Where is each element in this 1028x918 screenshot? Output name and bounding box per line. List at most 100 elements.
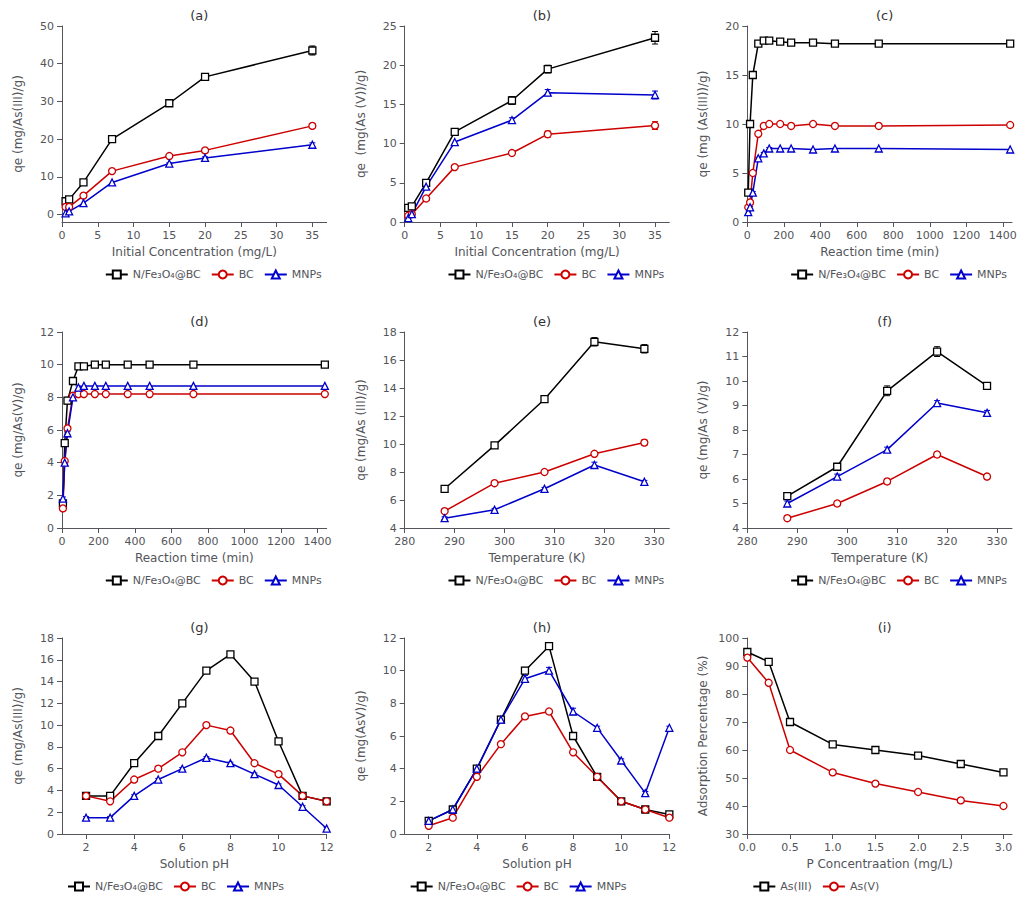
- svg-text:10: 10: [127, 229, 141, 242]
- svg-text:MNPs: MNPs: [597, 880, 627, 893]
- svg-text:8: 8: [732, 424, 739, 437]
- svg-text:20: 20: [198, 229, 212, 242]
- svg-text:50: 50: [40, 20, 54, 33]
- svg-text:290: 290: [787, 535, 808, 548]
- svg-text:(a): (a): [190, 8, 208, 23]
- svg-text:N/Fe₃O₄@BC: N/Fe₃O₄@BC: [818, 574, 886, 587]
- svg-text:6: 6: [390, 494, 397, 507]
- svg-text:As(III): As(III): [780, 880, 812, 893]
- svg-text:5: 5: [437, 229, 444, 242]
- svg-text:(d): (d): [190, 314, 208, 329]
- svg-text:300: 300: [494, 535, 515, 548]
- svg-text:4: 4: [47, 456, 54, 469]
- svg-text:2: 2: [47, 489, 54, 502]
- svg-text:20: 20: [383, 59, 397, 72]
- svg-text:25: 25: [576, 229, 590, 242]
- svg-text:10: 10: [272, 841, 286, 854]
- svg-text:2: 2: [425, 841, 432, 854]
- svg-text:15: 15: [162, 229, 176, 242]
- svg-text:(i): (i): [878, 620, 892, 635]
- svg-text:6: 6: [47, 424, 54, 437]
- svg-text:MNPs: MNPs: [292, 574, 322, 587]
- svg-text:BC: BC: [924, 268, 939, 281]
- svg-text:0: 0: [744, 229, 751, 242]
- svg-text:2: 2: [47, 806, 54, 819]
- svg-text:14: 14: [40, 675, 54, 688]
- svg-text:10: 10: [725, 118, 739, 131]
- svg-text:280: 280: [394, 535, 415, 548]
- svg-text:6: 6: [521, 841, 528, 854]
- svg-text:qe (mg(AsV)/g): qe (mg(AsV)/g): [354, 690, 368, 781]
- svg-text:9: 9: [732, 399, 739, 412]
- svg-text:25: 25: [234, 229, 248, 242]
- svg-text:N/Fe₃O₄@BC: N/Fe₃O₄@BC: [475, 268, 543, 281]
- svg-text:BC: BC: [544, 880, 559, 893]
- svg-text:8: 8: [390, 697, 397, 710]
- svg-text:BC: BC: [201, 880, 216, 893]
- svg-text:12: 12: [40, 697, 54, 710]
- svg-text:12: 12: [383, 410, 397, 423]
- svg-text:BC: BC: [239, 574, 254, 587]
- svg-text:600: 600: [846, 229, 867, 242]
- svg-text:qe (mg (As(III))/g): qe (mg (As(III))/g): [696, 71, 710, 178]
- svg-text:6: 6: [47, 762, 54, 775]
- svg-text:10: 10: [469, 229, 483, 242]
- svg-text:0: 0: [59, 229, 66, 242]
- svg-text:18: 18: [40, 632, 54, 645]
- svg-text:20: 20: [40, 133, 54, 146]
- svg-text:MNPs: MNPs: [977, 268, 1007, 281]
- svg-text:Temperature (K): Temperature (K): [487, 551, 585, 565]
- svg-text:15: 15: [383, 98, 397, 111]
- svg-text:qe (mg(As (V))/g): qe (mg(As (V))/g): [354, 70, 368, 178]
- svg-text:MNPs: MNPs: [292, 268, 322, 281]
- svg-text:5: 5: [390, 176, 397, 189]
- svg-text:2: 2: [83, 841, 90, 854]
- svg-text:1200: 1200: [952, 229, 980, 242]
- svg-text:14: 14: [383, 382, 397, 395]
- svg-text:4: 4: [131, 841, 138, 854]
- svg-text:280: 280: [737, 535, 758, 548]
- svg-text:80: 80: [725, 688, 739, 701]
- svg-text:0.0: 0.0: [739, 841, 757, 854]
- svg-text:310: 310: [887, 535, 908, 548]
- svg-text:4: 4: [390, 762, 397, 775]
- svg-text:290: 290: [444, 535, 465, 548]
- svg-text:4: 4: [390, 522, 397, 535]
- svg-text:0: 0: [401, 229, 408, 242]
- svg-text:12: 12: [40, 326, 54, 339]
- svg-text:(g): (g): [190, 620, 208, 635]
- svg-text:qe (mg/As (III)/g): qe (mg/As (III)/g): [354, 379, 368, 480]
- svg-text:BC: BC: [581, 574, 596, 587]
- svg-text:60: 60: [725, 744, 739, 757]
- svg-text:12: 12: [662, 841, 676, 854]
- svg-text:0: 0: [732, 216, 739, 229]
- svg-text:70: 70: [725, 716, 739, 729]
- svg-text:6: 6: [390, 730, 397, 743]
- svg-text:Initial Concentration (mg/L): Initial Concentration (mg/L): [112, 245, 277, 259]
- svg-text:18: 18: [383, 326, 397, 339]
- svg-text:MNPs: MNPs: [254, 880, 284, 893]
- svg-text:N/Fe₃O₄@BC: N/Fe₃O₄@BC: [133, 574, 201, 587]
- svg-text:20: 20: [541, 229, 555, 242]
- svg-text:10: 10: [40, 358, 54, 371]
- svg-text:Reaction time (min): Reaction time (min): [135, 551, 254, 565]
- svg-text:N/Fe₃O₄@BC: N/Fe₃O₄@BC: [95, 880, 163, 893]
- svg-text:qe (mg/As (V)/g): qe (mg/As (V)/g): [696, 380, 710, 479]
- svg-text:1000: 1000: [231, 535, 259, 548]
- svg-text:12: 12: [320, 841, 334, 854]
- svg-text:1.5: 1.5: [867, 841, 885, 854]
- svg-text:0: 0: [59, 535, 66, 548]
- svg-text:11: 11: [725, 350, 739, 363]
- svg-text:10: 10: [40, 719, 54, 732]
- svg-text:N/Fe₃O₄@BC: N/Fe₃O₄@BC: [475, 574, 543, 587]
- svg-text:1200: 1200: [267, 535, 295, 548]
- svg-text:4: 4: [732, 522, 739, 535]
- svg-text:400: 400: [810, 229, 831, 242]
- svg-text:BC: BC: [239, 268, 254, 281]
- svg-text:(c): (c): [876, 8, 893, 23]
- svg-text:8: 8: [47, 740, 54, 753]
- svg-text:1000: 1000: [916, 229, 944, 242]
- svg-text:200: 200: [88, 535, 109, 548]
- svg-text:qe (mg/As(V)/g): qe (mg/As(V)/g): [11, 382, 25, 477]
- svg-text:MNPs: MNPs: [634, 574, 664, 587]
